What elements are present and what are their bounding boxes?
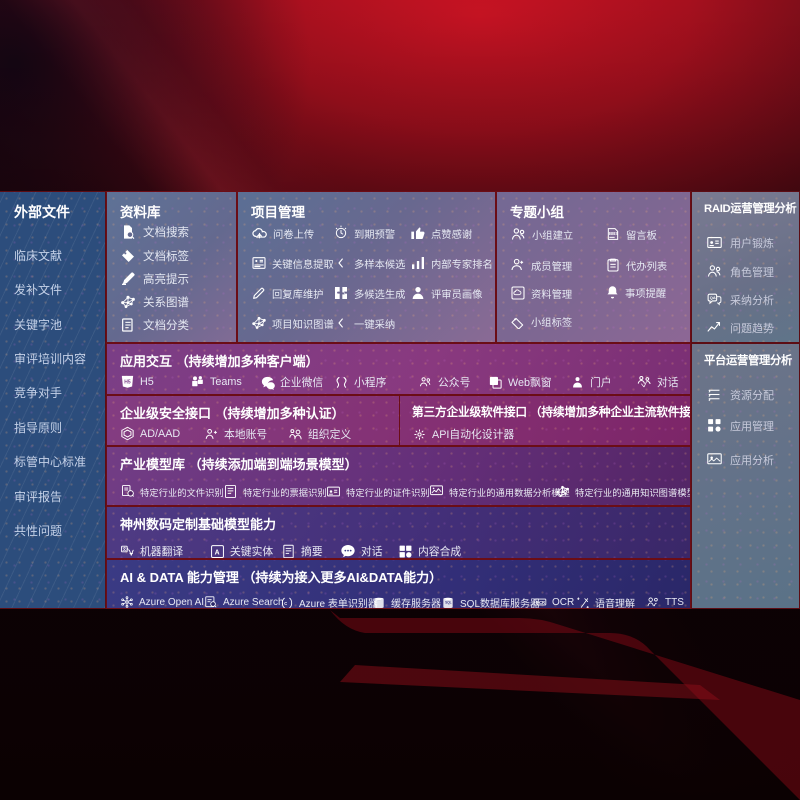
svg-text:文A: 文A [122,546,130,551]
svg-text:SQL: SQL [445,600,452,604]
svg-text:H5: H5 [124,380,131,386]
svg-text:OCR: OCR [536,600,545,605]
svg-text:A: A [215,549,220,556]
svg-text:QA: QA [710,295,716,300]
svg-text:C: C [284,600,287,605]
svg-text:BBS: BBS [609,231,618,236]
